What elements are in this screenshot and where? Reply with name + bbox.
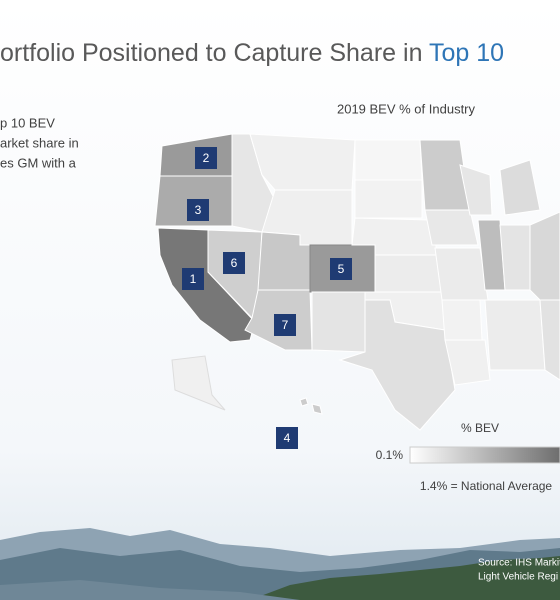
marker-label: 7	[282, 318, 289, 332]
legend-note: 1.4% = National Average	[420, 479, 553, 493]
marker-label: 2	[203, 151, 210, 165]
marker: 5	[330, 258, 352, 280]
marker: 3	[187, 199, 209, 221]
marker: 7	[274, 314, 296, 336]
marker-label: 1	[190, 272, 197, 286]
map-title: 2019 BEV % of Industry	[337, 101, 476, 116]
marker-label: 6	[231, 256, 238, 270]
marker: 6	[223, 252, 245, 274]
legend-scale	[409, 446, 560, 464]
source-line: Source: IHS Markit	[478, 558, 560, 569]
intro-line: p 10 BEV	[0, 115, 55, 130]
marker-label: 4	[284, 431, 291, 445]
mountains	[0, 528, 560, 600]
slide-title: ortfolio Positioned to Capture Share in …	[0, 39, 504, 67]
source-line: Light Vehicle Regi	[478, 572, 558, 583]
intro-line: es GM with a	[0, 155, 77, 170]
marker-label: 5	[338, 262, 345, 276]
legend-title: % BEV	[461, 421, 499, 435]
intro-line: arket share in	[0, 135, 79, 150]
title-text: ortfolio Positioned to Capture Share in	[0, 39, 429, 67]
marker: 1	[182, 268, 204, 290]
marker-label: 3	[195, 203, 202, 217]
marker: 4	[276, 427, 298, 449]
legend-min: 0.1%	[376, 448, 404, 462]
title-highlight: Top 10	[429, 39, 504, 67]
marker: 2	[195, 147, 217, 169]
